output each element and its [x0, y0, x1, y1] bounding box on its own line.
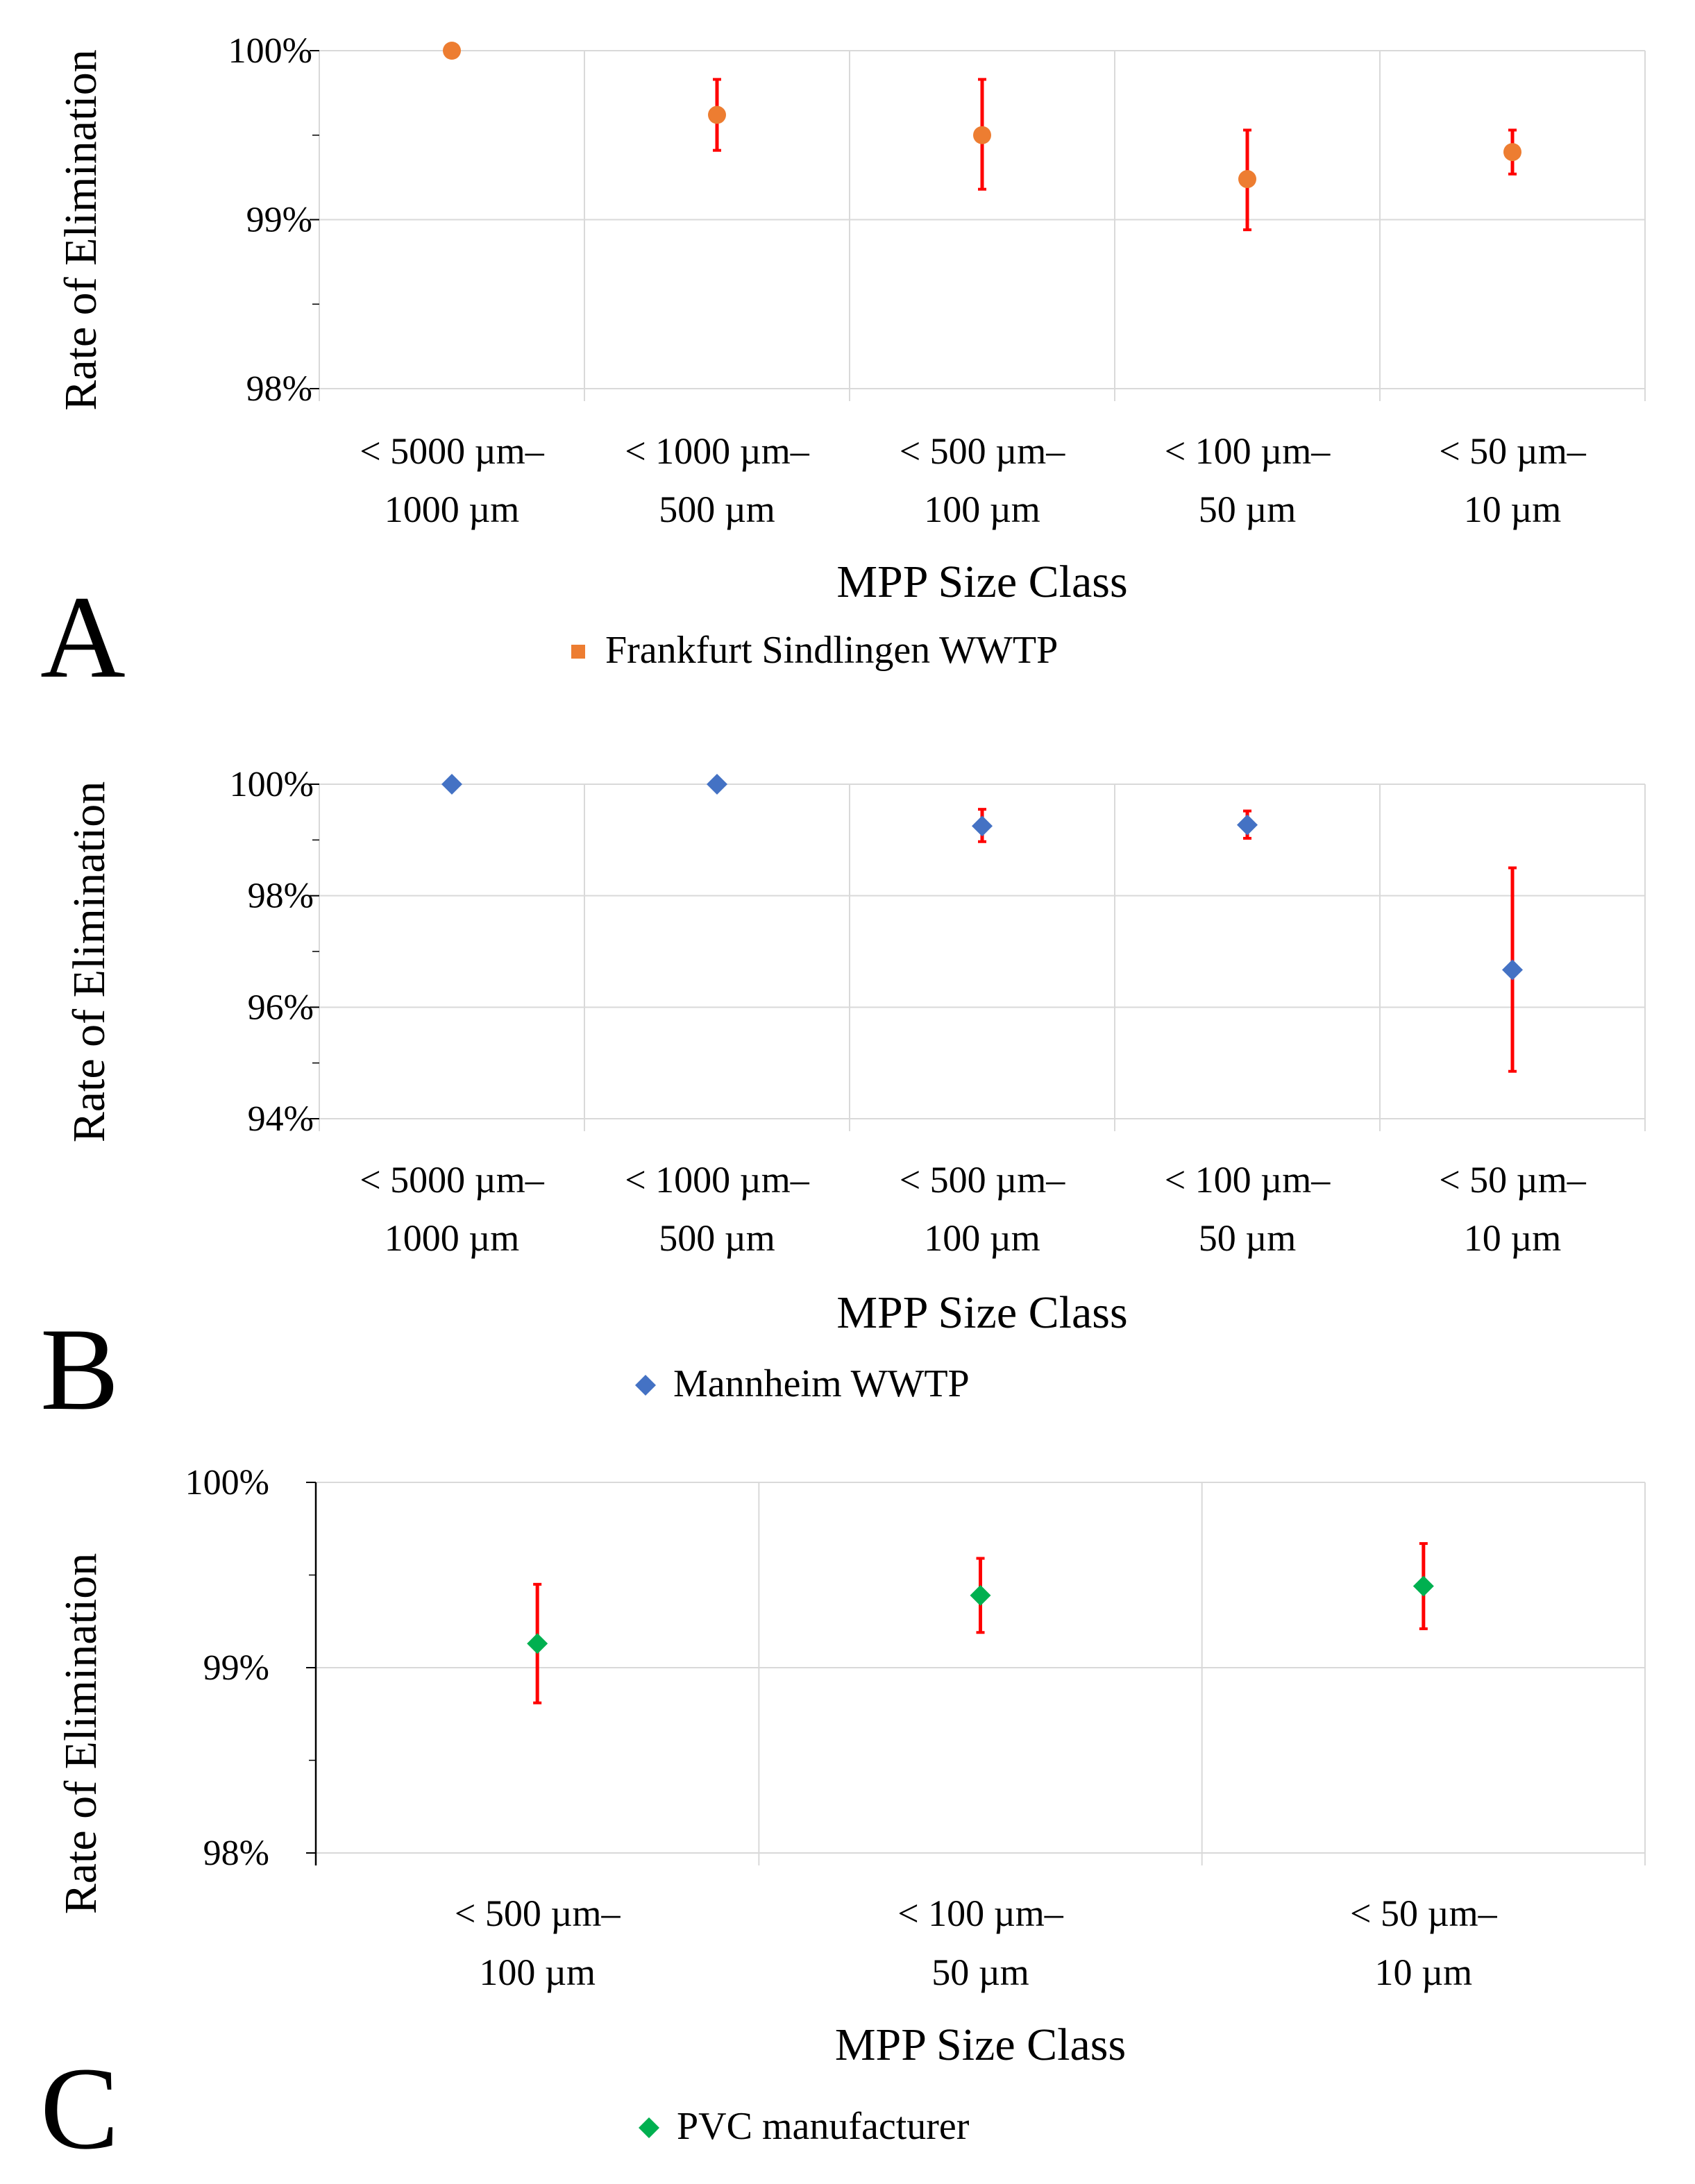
- x-category-label: < 5000 µm–: [360, 1159, 545, 1201]
- x-category-label: 10 µm: [1464, 1217, 1562, 1259]
- y-tick-label: 100%: [228, 31, 312, 71]
- x-category-label: 50 µm: [1199, 489, 1297, 530]
- x-category-label: < 50 µm–: [1350, 1893, 1498, 1934]
- data-point: [970, 1584, 991, 1606]
- data-point: [1238, 170, 1256, 189]
- data-point: [1237, 814, 1258, 836]
- x-category-label: 500 µm: [659, 489, 775, 530]
- legend-marker: [639, 2117, 659, 2138]
- data-point: [441, 774, 462, 795]
- legend-label: PVC manufacturer: [677, 2105, 970, 2148]
- y-axis-title: Rate of Elimination: [56, 49, 106, 411]
- x-category-label: 10 µm: [1375, 1952, 1473, 1993]
- x-category-label: 1000 µm: [385, 489, 520, 530]
- legend: Frankfurt Sindlingen WWTP: [571, 629, 1058, 672]
- y-tick-label: 100%: [230, 765, 314, 804]
- x-category-label: < 5000 µm–: [360, 430, 545, 472]
- x-category-label: < 100 µm–: [1165, 430, 1331, 472]
- data-point: [1503, 143, 1521, 162]
- legend-marker: [635, 1375, 656, 1396]
- x-category-label: 500 µm: [659, 1217, 775, 1259]
- panel-letter: C: [40, 2043, 119, 2174]
- y-axis-title: Rate of Elimination: [56, 1553, 106, 1915]
- y-tick-label: 98%: [246, 369, 312, 409]
- y-tick-label: 98%: [203, 1834, 269, 1873]
- data-point: [972, 815, 993, 837]
- x-category-label: 100 µm: [924, 1217, 1040, 1259]
- x-axis-title: MPP Size Class: [835, 2020, 1126, 2070]
- x-category-label: < 100 µm–: [1165, 1159, 1331, 1201]
- panel-letter: B: [40, 1304, 119, 1434]
- x-category-label: 1000 µm: [385, 1217, 520, 1259]
- legend: Mannheim WWTP: [635, 1362, 970, 1405]
- panel-letter: A: [40, 572, 126, 702]
- x-axis-title: MPP Size Class: [836, 1287, 1127, 1338]
- legend-marker: [571, 645, 585, 659]
- data-point: [973, 126, 991, 144]
- x-category-label: 50 µm: [931, 1952, 1029, 1993]
- y-tick-label: 100%: [185, 1463, 269, 1502]
- x-category-label: < 50 µm–: [1439, 430, 1587, 472]
- y-tick-label: 96%: [248, 988, 314, 1027]
- data-point: [1502, 959, 1523, 981]
- x-category-label: < 500 µm–: [900, 430, 1066, 472]
- x-category-label: < 500 µm–: [455, 1893, 621, 1934]
- x-category-label: < 100 µm–: [897, 1893, 1064, 1934]
- y-tick-label: 94%: [248, 1099, 314, 1139]
- data-point: [708, 105, 726, 124]
- legend: PVC manufacturer: [639, 2105, 970, 2148]
- data-point: [1412, 1575, 1434, 1597]
- chart-panel-c: 98% 99% 100% < 500 µm– 100 µm < 100 µm– 50 µm <…: [40, 1463, 1646, 2174]
- y-tick-label: 98%: [248, 877, 314, 916]
- data-point: [707, 774, 727, 795]
- x-category-label: 10 µm: [1464, 489, 1562, 530]
- data-point: [527, 1633, 548, 1654]
- x-category-label: 50 µm: [1199, 1217, 1297, 1259]
- x-category-label: < 1000 µm–: [625, 430, 810, 472]
- x-category-label: 100 µm: [924, 489, 1040, 530]
- x-category-label: < 500 µm–: [900, 1159, 1066, 1201]
- x-axis-title: MPP Size Class: [836, 557, 1127, 607]
- legend-label: Mannheim WWTP: [673, 1362, 970, 1405]
- y-tick-label: 99%: [246, 201, 312, 240]
- data-point: [443, 42, 461, 60]
- y-axis-title: Rate of Elimination: [64, 781, 115, 1143]
- y-tick-label: 99%: [203, 1648, 269, 1688]
- x-category-label: 100 µm: [479, 1952, 596, 1993]
- chart-panel-b: 94% 96% 98% 100% < 5000 µm– 1000 µm < 1000 µm–…: [40, 765, 1646, 1434]
- chart-panel-a: 98% 99% 100% < 5000 µm– 1000 µm < 1000 µm– 500…: [40, 31, 1646, 702]
- x-category-label: < 1000 µm–: [625, 1159, 810, 1201]
- x-category-label: < 50 µm–: [1439, 1159, 1587, 1201]
- legend-label: Frankfurt Sindlingen WWTP: [605, 629, 1058, 672]
